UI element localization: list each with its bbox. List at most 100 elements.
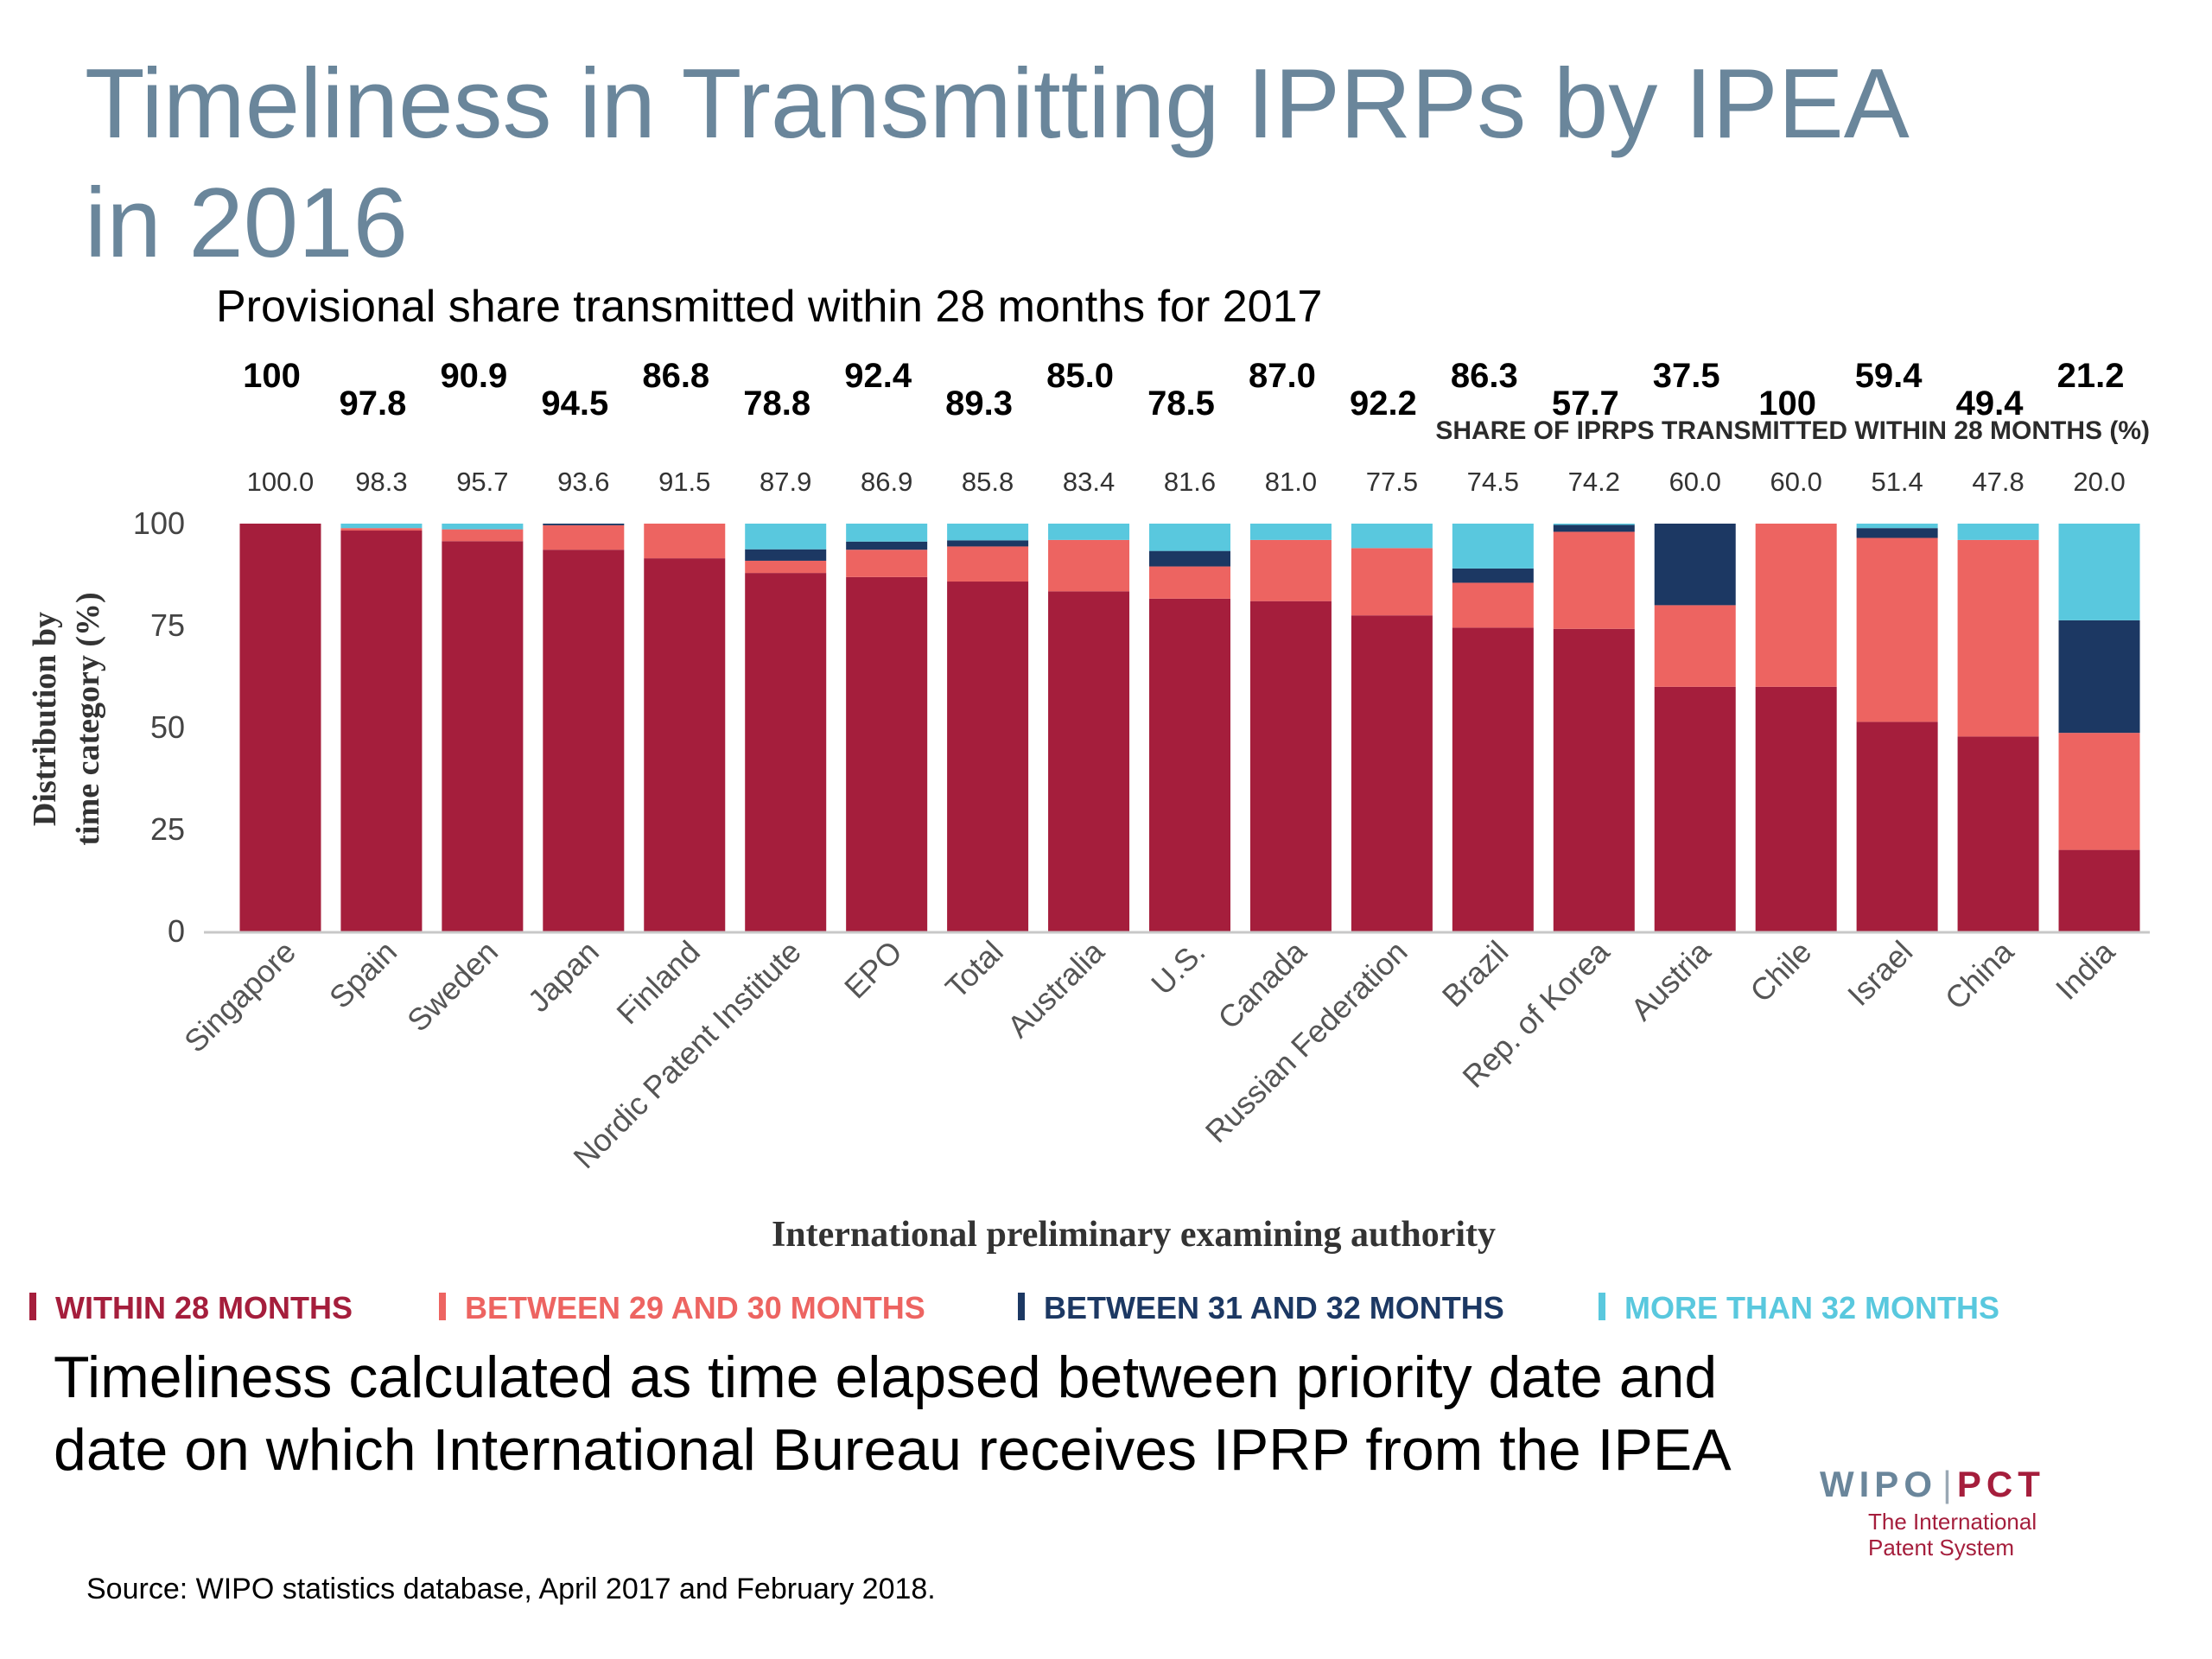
legend-label: MORE THAN 32 MONTHS [1624,1290,1999,1325]
provisional-2017-label: 94.5 [541,385,608,423]
slide-title-line1: Timeliness in Transmitting IPRPs by IPEA [85,49,1910,159]
timeliness-footnote: Timeliness calculated as time elapsed be… [54,1341,1851,1486]
bar-segment-29-30 [442,529,524,542]
share-2016-label: 85.8 [962,467,1014,497]
provisional-caption: Provisional share transmitted within 28 … [216,282,1322,332]
bar-segment-29-30 [846,550,928,577]
bar-segment-within-28 [1553,628,1635,931]
share-2016-label: 51.4 [1871,467,1923,497]
share-2016-label: 20.0 [2073,467,2125,497]
y-tick-label: 25 [150,811,185,847]
bar-segment-over-32 [1957,524,2039,540]
provisional-2017-label: 92.2 [1350,385,1417,423]
legend-label: BETWEEN 31 AND 32 MONTHS [1044,1290,1504,1325]
share-2016-label: 77.5 [1366,467,1418,497]
share-2016-label: 60.0 [1770,467,1822,497]
y-axis-title-line2: time category (%) [70,592,106,845]
bar-segment-within-28 [1249,601,1332,931]
bar-segment-over-32 [1351,524,1433,549]
bar-segment-31-32 [543,524,625,525]
bar-segment-29-30 [1452,582,1534,628]
share-2016-label: 47.8 [1972,467,2024,497]
bar-segment-over-32 [745,524,827,550]
y-tick-label: 100 [133,505,185,541]
logo-separator: | [1942,1464,1952,1504]
bar-segment-within-28 [1149,598,1230,931]
category-label: Brazil [1435,934,1516,1014]
bar-segment-31-32 [1856,528,1938,538]
legend-swatch [439,1293,446,1320]
bar-segment-within-28 [442,541,524,931]
legend-swatch [29,1293,36,1320]
share-2016-label: 74.5 [1467,467,1519,497]
provisional-2017-label: 57.7 [1552,385,1619,423]
bar-segment-over-32 [340,524,423,529]
slide-title-line2: in 2016 [85,168,409,278]
bar-segment-31-32 [1149,550,1230,567]
source-note: Source: WIPO statistics database, April … [86,1573,936,1605]
bar-segment-within-28 [1351,615,1433,931]
share-2016-label: 81.0 [1265,467,1317,497]
bar-segment-31-32 [846,541,928,550]
bar-segment-29-30 [2058,733,2140,850]
bar-segment-29-30 [1755,524,1837,687]
legend-swatch [1018,1293,1025,1320]
logo-tagline-line2: Patent System [1868,1535,2015,1560]
bar-segment-29-30 [745,560,827,574]
bar-segment-over-32 [947,524,1029,541]
bar-segment-within-28 [340,531,423,931]
category-label: Canada [1211,933,1313,1036]
provisional-2017-label: 87.0 [1249,357,1316,395]
bar-segment-within-28 [543,550,625,931]
bar-segment-31-32 [1452,568,1534,583]
bar-segment-29-30 [1048,539,1130,592]
share-2016-label: 81.6 [1164,467,1216,497]
legend-label: WITHIN 28 MONTHS [55,1290,353,1325]
bar-segment-31-32 [2058,620,2140,734]
bar-segment-over-32 [442,524,524,530]
wipo-pct-logo: WIPO | PCT The International Patent System [1820,1464,2096,1560]
share-2016-label: 87.9 [760,467,811,497]
bar-segment-within-28 [1856,721,1938,931]
bar-segment-29-30 [1351,548,1433,616]
footnote-line1: Timeliness calculated as time elapsed be… [54,1344,1718,1410]
x-axis-title: International preliminary examining auth… [772,1215,1496,1255]
y-axis-title-line1: Distribution by [27,612,63,826]
bar-segment-31-32 [1654,524,1736,606]
category-label: Australia [1001,933,1112,1045]
share-2016-label: 60.0 [1669,467,1721,497]
provisional-2017-label: 49.4 [1956,385,2024,423]
category-label: Austria [1624,933,1718,1027]
category-label: Russian Federation [1198,934,1414,1150]
share-2016-label: 83.4 [1063,467,1115,497]
bar-segment-29-30 [1654,605,1736,687]
bar-segment-29-30 [340,528,423,531]
logo-tagline: The International Patent System [1868,1509,2096,1560]
slide-title: Timeliness in Transmitting IPRPs by IPEA… [85,45,2072,283]
bar-segment-within-28 [1048,591,1130,931]
footnote-line2: date on which International Bureau recei… [54,1417,1732,1483]
category-label: Finland [609,934,706,1031]
bar-segment-within-28 [239,524,321,931]
provisional-2017-label: 100 [243,357,301,395]
y-axis-title: Distribution by time category (%) [27,592,106,845]
provisional-2017-label: 90.9 [440,357,507,395]
bar-segment-29-30 [543,524,625,550]
category-label: EPO [837,934,909,1006]
provisional-2017-label: 85.0 [1046,357,1114,395]
bar-segment-over-32 [1856,524,1938,529]
share-2016-label: 100.0 [247,467,315,497]
category-label: Total [938,934,1010,1006]
share-2016-label: 95.7 [456,467,508,497]
category-label: India [2049,933,2122,1007]
bar-segment-over-32 [1149,524,1230,551]
bar-segment-29-30 [1249,539,1332,601]
bar-segment-within-28 [947,582,1029,931]
bar-segment-within-28 [1654,686,1736,931]
category-label: Spain [322,934,404,1015]
bar-segment-within-28 [1755,686,1837,931]
logo-pct: PCT [1956,1464,2045,1504]
bar-segment-over-32 [1249,524,1332,540]
bar-segment-over-32 [2058,524,2140,620]
share-2016-label: 86.9 [861,467,912,497]
